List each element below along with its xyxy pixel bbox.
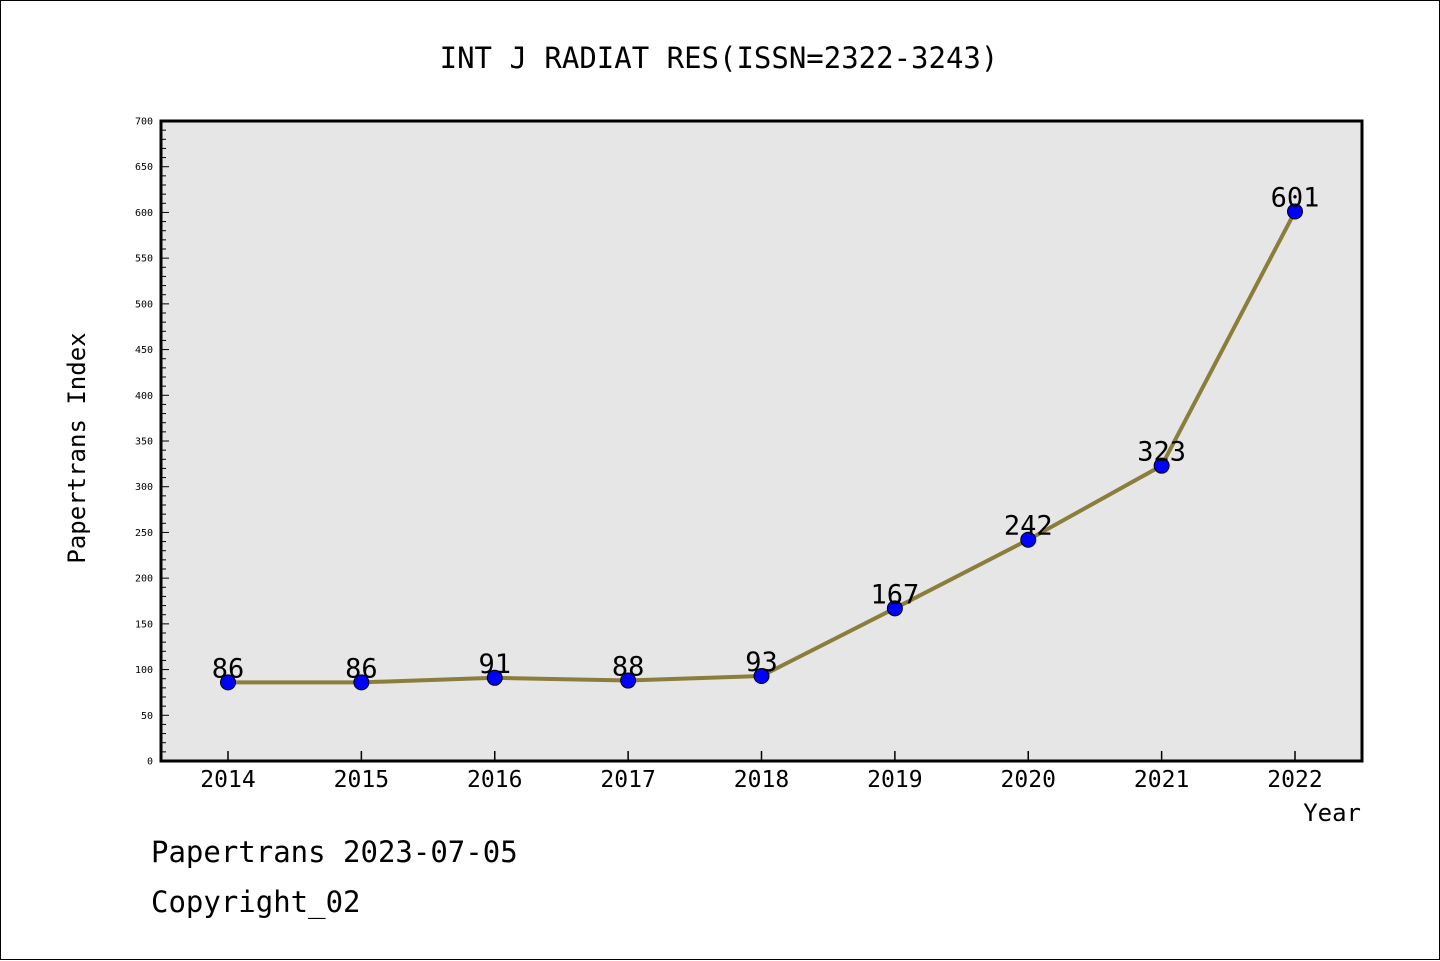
y-tick-label: 450: [135, 345, 153, 356]
data-point: [886, 600, 903, 617]
y-tick-label: 250: [135, 528, 153, 539]
x-tick-label: 2021: [1134, 767, 1189, 793]
data-point: [753, 667, 770, 684]
y-tick-label: 50: [141, 711, 153, 722]
x-tick-label: 2016: [467, 767, 522, 793]
y-tick-label: 650: [135, 162, 153, 173]
x-tick-label: 2015: [334, 767, 389, 793]
y-tick-label: 200: [135, 574, 153, 585]
footer-copyright: Copyright_02: [151, 885, 361, 919]
x-tick-label: 2017: [600, 767, 655, 793]
data-label: 91: [478, 649, 511, 680]
y-tick-label: 0: [147, 757, 153, 768]
data-label: 86: [345, 653, 378, 684]
data-point: [1020, 531, 1037, 548]
y-tick-label: 100: [135, 665, 153, 676]
data-label: 242: [1004, 511, 1053, 542]
x-tick-label: 2019: [867, 767, 922, 793]
data-point: [1287, 203, 1303, 220]
y-tick-label: 600: [135, 208, 153, 219]
data-point: [1153, 457, 1170, 474]
y-tick-label: 550: [135, 254, 153, 265]
y-tick-label: 400: [135, 391, 153, 402]
y-tick-label: 350: [135, 437, 153, 448]
data-label: 88: [612, 652, 645, 683]
data-point: [620, 672, 637, 689]
x-axis: 2014 2015 2016 2017 2018 2019 2020 2021 2022: [200, 751, 1323, 793]
footer-source: Papertrans 2023-07-05: [151, 835, 518, 869]
chart-title: INT J RADIAT RES(ISSN=2322-3243): [440, 41, 999, 75]
y-axis-title: Papertrans Index: [63, 332, 91, 563]
y-tick-label: 700: [135, 117, 153, 128]
data-point: [486, 669, 503, 686]
x-axis-title: Year: [1303, 799, 1361, 827]
y-tick-label: 300: [135, 482, 153, 493]
x-tick-label: 2014: [200, 767, 255, 793]
data-label: 323: [1137, 437, 1186, 468]
data-points-group: [220, 203, 1303, 691]
x-tick-label: 2018: [734, 767, 789, 793]
data-label: 167: [870, 579, 919, 610]
data-label: 86: [212, 653, 245, 684]
x-tick-label: 2022: [1267, 767, 1322, 793]
y-tick-label: 150: [135, 619, 153, 630]
data-label: 93: [745, 647, 778, 678]
x-tick-label: 2020: [1001, 767, 1056, 793]
y-axis: 0 50 100 150 200 250 300 350 400 450 500 550 600 650 7…: [135, 117, 169, 768]
plot-area: [159, 119, 1364, 763]
data-label: 601: [1271, 183, 1320, 214]
data-point: [220, 674, 236, 691]
y-tick-label: 500: [135, 299, 153, 310]
data-point: [353, 674, 370, 691]
data-labels-group: 86 86 91 88 93 167 242 323 601: [212, 183, 1320, 685]
